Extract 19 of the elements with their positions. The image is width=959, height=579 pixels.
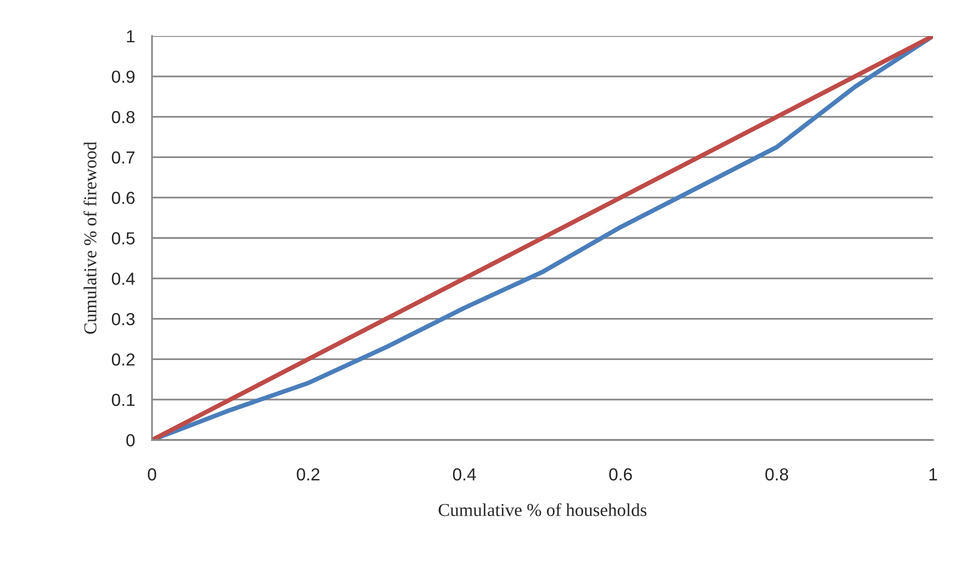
y-tick-label: 0 (126, 434, 135, 446)
x-tick-label: 0.2 (296, 468, 320, 481)
y-tick-label: 1 (127, 30, 134, 42)
x-tick-label: 1 (929, 468, 937, 480)
y-tick-label: 0.2 (112, 353, 134, 366)
y-tick-label: 0.6 (112, 192, 135, 204)
y-tick-label: 0.5 (112, 232, 135, 244)
y-tick-label: 0.1 (112, 394, 134, 406)
x-tick-label: 0.4 (453, 468, 476, 481)
x-tick-label: 0.6 (609, 468, 632, 481)
y-axis-title: Cumulative % of firewood (84, 142, 96, 334)
y-tick-label: 0.3 (112, 312, 135, 326)
x-tick-label: 0 (148, 468, 156, 481)
y-tick-label: 0.7 (112, 151, 134, 164)
x-tick-label: 0.8 (765, 468, 788, 481)
y-tick-label: 0.9 (112, 70, 135, 83)
y-tick-label: 0.4 (112, 272, 135, 285)
x-axis-title: Cumulative % of households (438, 503, 646, 516)
y-tick-label: 0.8 (112, 110, 135, 124)
